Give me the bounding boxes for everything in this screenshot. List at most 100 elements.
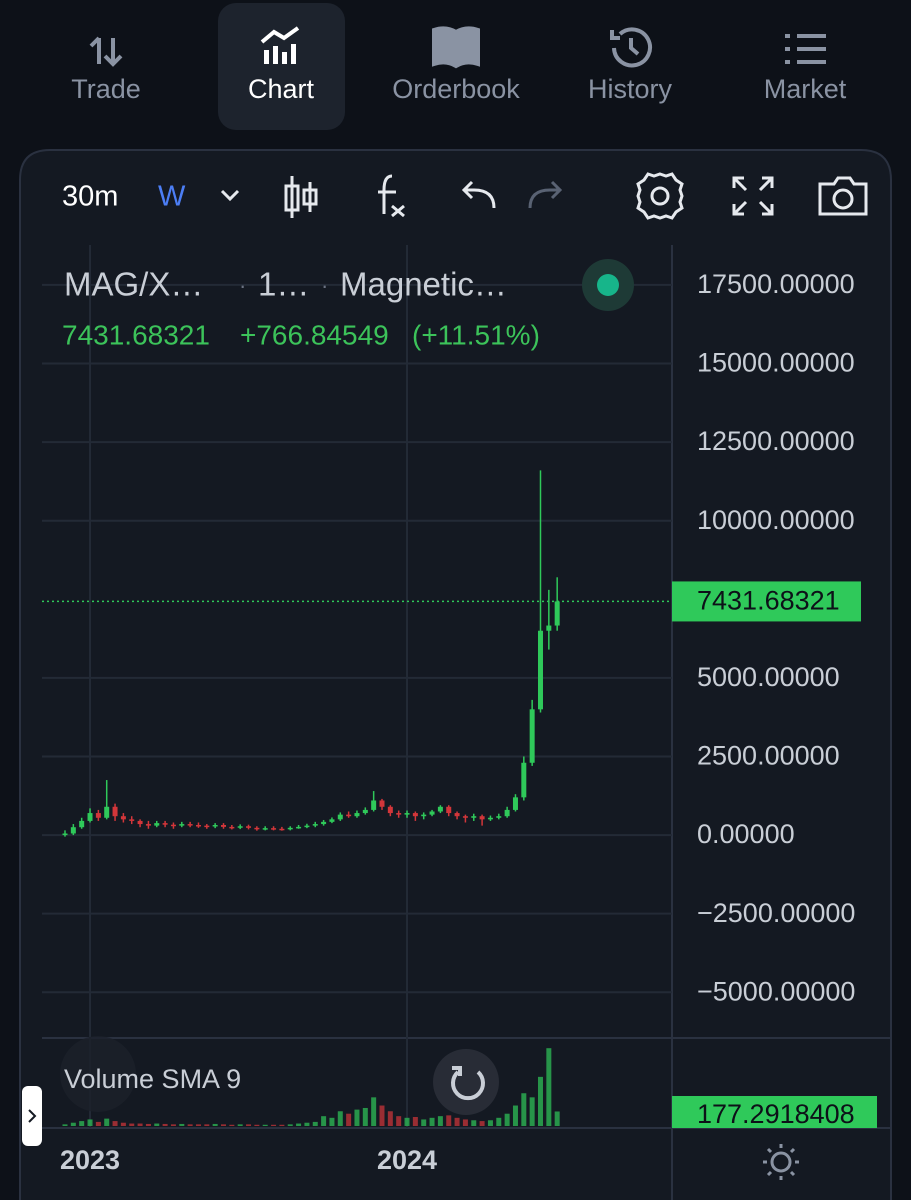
- candle-body: [412, 813, 418, 817]
- volume-bar: [354, 1109, 360, 1126]
- volume-tag: [672, 1096, 877, 1128]
- candle-body: [304, 825, 310, 828]
- candle-body: [179, 824, 185, 826]
- volume-bar: [437, 1116, 443, 1126]
- candle-body: [462, 816, 468, 818]
- nav-tab[interactable]: Market: [764, 74, 847, 104]
- candle-body: [120, 816, 126, 820]
- reset-icon: [451, 1066, 485, 1101]
- indicators-icon[interactable]: [378, 174, 405, 218]
- candle-body: [346, 814, 352, 817]
- side-toggle[interactable]: [22, 1086, 42, 1146]
- y-tick-label: 12500.00000: [697, 426, 855, 456]
- volume-bar: [396, 1116, 402, 1126]
- volume-bar: [521, 1093, 527, 1126]
- nav-tab[interactable]: Trade: [71, 74, 141, 104]
- candle-body: [220, 825, 226, 827]
- volume-bar: [254, 1124, 260, 1126]
- candle-body: [170, 824, 176, 827]
- volume-bar: [195, 1124, 201, 1126]
- candle-body: [87, 813, 93, 821]
- nav-tab[interactable]: Orderbook: [392, 74, 520, 104]
- x-tick-label: 2023: [60, 1145, 120, 1175]
- symbol-name: Magnetic…: [340, 266, 507, 303]
- candle-body: [70, 827, 76, 834]
- y-tick-label: 5000.00000: [697, 662, 840, 692]
- volume-bar: [120, 1122, 126, 1126]
- volume-bar: [204, 1124, 210, 1126]
- candles: [62, 470, 560, 837]
- theme-icon[interactable]: [763, 1144, 799, 1180]
- reset-button[interactable]: [433, 1049, 499, 1115]
- y-tick-label: −2500.00000: [697, 898, 855, 928]
- volume-bar: [337, 1111, 343, 1126]
- volume-bar: [537, 1076, 543, 1126]
- quote-row: 7431.68321 +766.84549 (+11.51%): [62, 319, 540, 350]
- settings-icon[interactable]: [650, 186, 670, 206]
- candle-body: [195, 825, 201, 827]
- candle-body: [454, 813, 460, 817]
- period[interactable]: W: [158, 181, 186, 213]
- volume-bar: [279, 1124, 285, 1126]
- volume-bar: [296, 1123, 302, 1126]
- candle-body: [404, 813, 410, 815]
- chart-panel: [19, 149, 892, 1200]
- candle-body: [154, 823, 160, 826]
- volume-bar: [237, 1124, 243, 1126]
- volume-bar: [412, 1116, 418, 1126]
- nav-labels: Trade Chart Orderbook History Market: [71, 74, 847, 104]
- volume-bar: [170, 1124, 176, 1126]
- volume-bar: [79, 1121, 85, 1126]
- tv-logo: [60, 1036, 136, 1112]
- candles-icon[interactable]: [284, 176, 318, 218]
- volume-bar: [154, 1123, 160, 1126]
- volume-bars: [62, 1048, 560, 1126]
- candle-body: [321, 821, 327, 825]
- candle-body: [329, 819, 335, 822]
- screenshot-icon[interactable]: [818, 176, 868, 216]
- volume-bar: [387, 1111, 393, 1126]
- volume-bar: [179, 1123, 185, 1126]
- volume-bar: [70, 1122, 76, 1126]
- settings-gear: [636, 172, 684, 220]
- nav-icons: [89, 26, 826, 69]
- volume-bar: [446, 1115, 452, 1126]
- candle-body: [496, 816, 502, 818]
- candle-body: [546, 625, 552, 631]
- volume-title: Volume SMA 9: [64, 1064, 241, 1094]
- side-toggle-icon: [28, 1109, 37, 1123]
- candle-body: [387, 806, 393, 814]
- candle-body: [446, 806, 452, 814]
- volume-bar: [554, 1111, 560, 1126]
- candle-body: [537, 630, 543, 710]
- redo-icon[interactable]: [528, 180, 563, 209]
- volume-bar: [496, 1117, 502, 1126]
- fullscreen-icon[interactable]: [732, 176, 774, 216]
- volume-bar: [404, 1117, 410, 1126]
- undo-icon[interactable]: [461, 180, 496, 209]
- quote-change: +766.84549: [240, 319, 389, 350]
- volume-bar: [129, 1123, 135, 1126]
- interval[interactable]: 30m: [62, 181, 118, 213]
- volume-bar: [304, 1122, 310, 1126]
- candle-body: [354, 813, 360, 817]
- dropdown-icon[interactable]: [220, 189, 240, 202]
- nav-tab[interactable]: History: [588, 74, 673, 104]
- candle-body: [79, 820, 85, 828]
- symbol-resolution: 1…: [258, 266, 309, 303]
- candle-body: [229, 826, 235, 829]
- y-tick-label: 10000.00000: [697, 505, 855, 535]
- last-price-tag: [672, 581, 861, 622]
- candle-body: [287, 827, 293, 830]
- volume-bar: [329, 1117, 335, 1126]
- candle-body: [371, 800, 377, 810]
- candle-body: [62, 833, 68, 836]
- y-tick-label: 15000.00000: [697, 348, 855, 378]
- volume-bar: [529, 1097, 535, 1126]
- candle-body: [104, 806, 110, 818]
- y-tick-label: −5000.00000: [697, 976, 855, 1006]
- nav-tab-active[interactable]: Chart: [248, 74, 315, 104]
- candle-body: [246, 826, 252, 828]
- volume-bar: [346, 1113, 352, 1126]
